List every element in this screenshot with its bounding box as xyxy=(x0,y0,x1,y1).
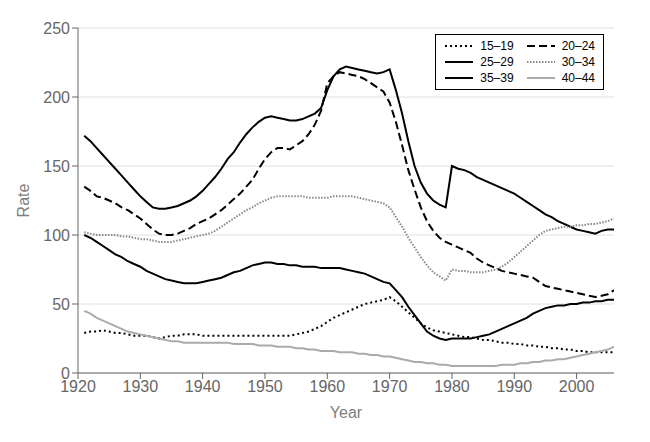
svg-text:200: 200 xyxy=(43,89,70,106)
html-text:35–39: 35–39 xyxy=(480,71,514,85)
svg-text:1940: 1940 xyxy=(185,378,221,395)
svg-text:Rate: Rate xyxy=(15,184,32,218)
html-text:25–29: 25–29 xyxy=(480,55,514,69)
svg-text:0: 0 xyxy=(61,365,70,382)
svg-text:1950: 1950 xyxy=(247,378,283,395)
svg-text:1980: 1980 xyxy=(434,378,470,395)
svg-text:100: 100 xyxy=(43,227,70,244)
svg-text:1990: 1990 xyxy=(496,378,532,395)
html-text:20–24: 20–24 xyxy=(561,39,595,53)
svg-text:1970: 1970 xyxy=(372,378,408,395)
html-text:40–44: 40–44 xyxy=(561,71,595,85)
html-text:30–34: 30–34 xyxy=(561,55,595,69)
html-text:15–19: 15–19 xyxy=(480,39,514,53)
svg-text:150: 150 xyxy=(43,158,70,175)
svg-text:2000: 2000 xyxy=(559,378,595,395)
svg-text:50: 50 xyxy=(52,296,70,313)
svg-text:1960: 1960 xyxy=(310,378,346,395)
svg-text:1930: 1930 xyxy=(123,378,159,395)
svg-text:Year: Year xyxy=(330,404,363,421)
svg-text:1920: 1920 xyxy=(60,378,96,396)
svg-text:250: 250 xyxy=(43,20,70,37)
